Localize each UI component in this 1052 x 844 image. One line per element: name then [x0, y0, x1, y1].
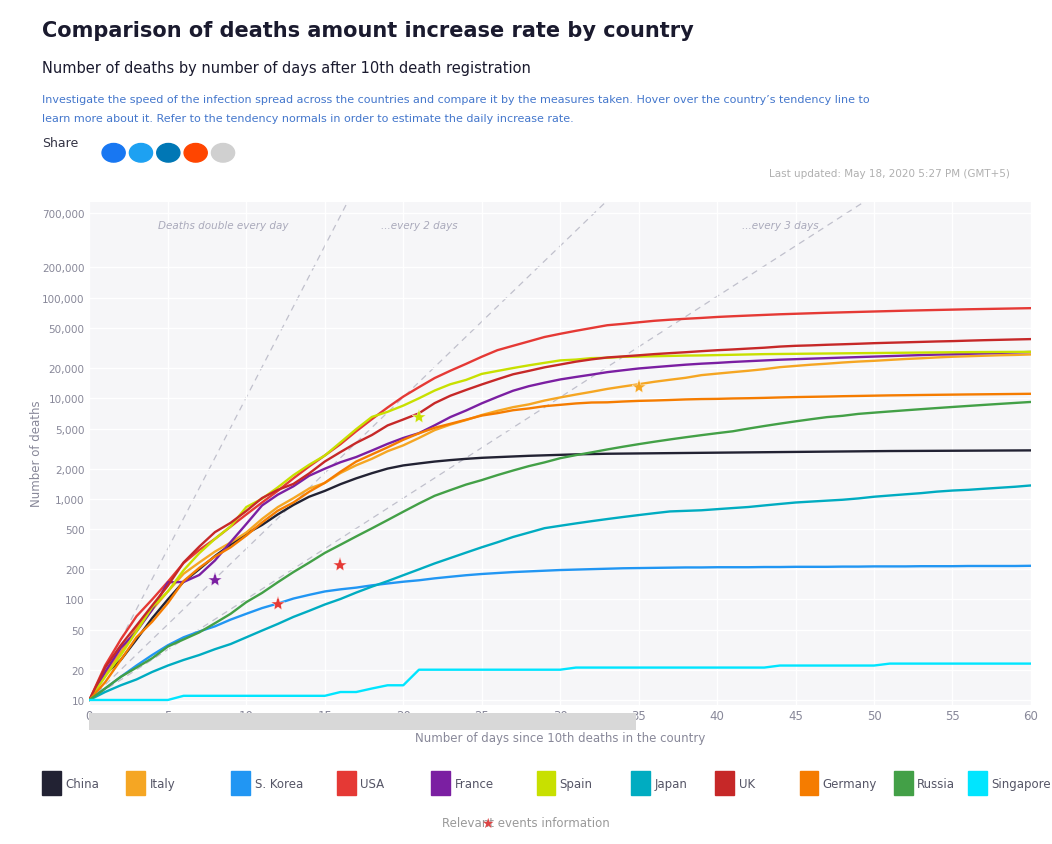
Text: Number of deaths by number of days after 10th death registration: Number of deaths by number of days after… [42, 61, 531, 76]
Text: S. Korea: S. Korea [255, 776, 303, 790]
Text: Last updated: May 18, 2020 5:27 PM (GMT+5): Last updated: May 18, 2020 5:27 PM (GMT+… [769, 169, 1010, 179]
Text: Investigate the speed of the infection spread across the countries and compare i: Investigate the speed of the infection s… [42, 95, 870, 105]
Text: Relevant events information: Relevant events information [442, 816, 610, 830]
Text: France: France [454, 776, 493, 790]
Text: Share: Share [42, 137, 78, 149]
Text: Russia: Russia [917, 776, 955, 790]
Text: learn more about it. Refer to the tendency normals in order to estimate the dail: learn more about it. Refer to the tenden… [42, 114, 573, 124]
Text: Singapore: Singapore [991, 776, 1051, 790]
Text: Italy: Italy [149, 776, 175, 790]
Text: Spain: Spain [560, 776, 592, 790]
Text: UK: UK [739, 776, 754, 790]
Text: Germany: Germany [823, 776, 877, 790]
Text: ★: ★ [481, 816, 493, 830]
Text: USA: USA [360, 776, 384, 790]
Text: China: China [65, 776, 99, 790]
Text: ...every 2 days: ...every 2 days [381, 220, 458, 230]
Text: Deaths double every day: Deaths double every day [158, 220, 288, 230]
X-axis label: Number of days since 10th deaths in the country: Number of days since 10th deaths in the … [414, 731, 706, 744]
Text: ...every 3 days: ...every 3 days [742, 220, 818, 230]
Y-axis label: Number of deaths: Number of deaths [31, 400, 43, 507]
Text: Comparison of deaths amount increase rate by country: Comparison of deaths amount increase rat… [42, 21, 694, 41]
Text: Japan: Japan [654, 776, 687, 790]
